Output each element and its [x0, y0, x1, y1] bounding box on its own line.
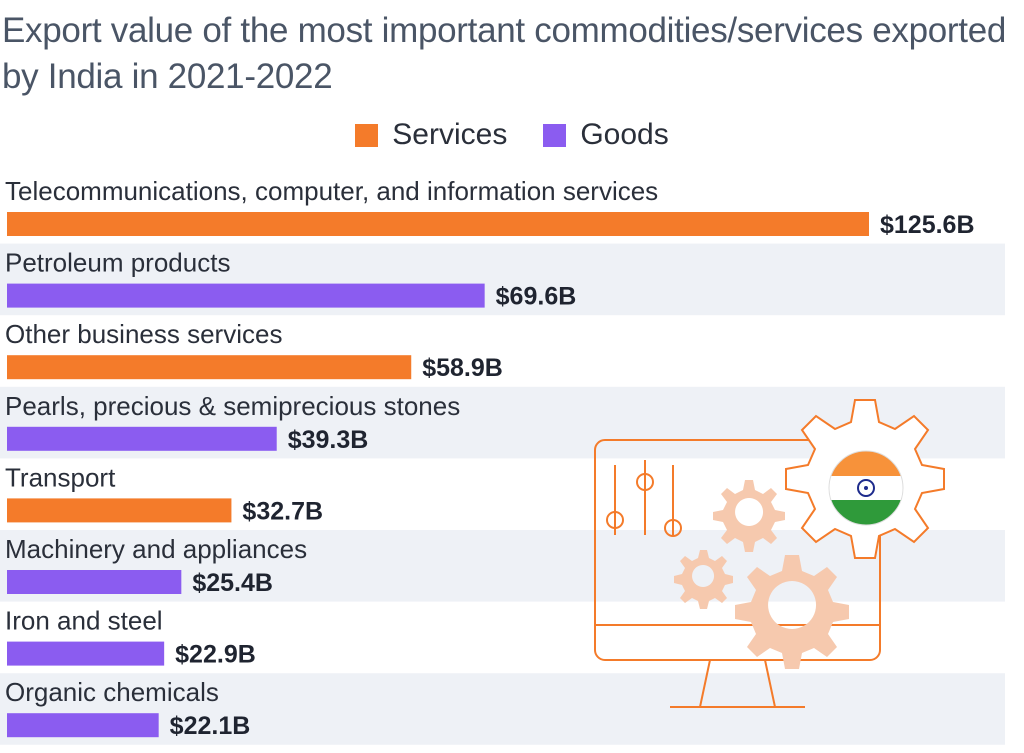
gears-icon — [674, 480, 849, 669]
legend-item-services: Services — [355, 118, 507, 152]
legend-item-goods: Goods — [543, 118, 669, 152]
value-label: $125.6B — [880, 211, 975, 239]
legend-swatch-services — [355, 123, 379, 147]
large-gear-icon — [785, 399, 945, 559]
bar — [7, 570, 182, 594]
chart-legend: Services Goods — [0, 118, 1024, 152]
value-label: $39.3B — [288, 426, 369, 454]
bar — [7, 212, 869, 236]
india-flag-icon — [828, 450, 904, 526]
category-label: Pearls, precious & semiprecious stones — [5, 391, 460, 421]
bar — [7, 713, 159, 738]
category-label: Transport — [5, 462, 116, 492]
legend-label-services: Services — [392, 118, 508, 151]
bar — [7, 641, 165, 666]
legend-label-goods: Goods — [580, 118, 669, 151]
value-label: $69.6B — [496, 283, 577, 311]
value-label: $32.7B — [242, 497, 323, 525]
category-label: Machinery and appliances — [5, 534, 307, 564]
value-label: $25.4B — [192, 569, 273, 597]
category-label: Telecommunications, computer, and inform… — [5, 176, 658, 206]
monitor-icon — [594, 439, 881, 661]
category-label: Organic chemicals — [5, 677, 219, 707]
chart-title: Export value of the most important commo… — [2, 11, 1007, 96]
bar — [7, 355, 412, 380]
category-label: Petroleum products — [5, 248, 230, 278]
computer-gears-illustration — [594, 399, 945, 708]
bar — [7, 498, 232, 523]
row-band — [0, 673, 1005, 745]
slider-controls-icon — [606, 460, 682, 537]
category-label: Other business services — [5, 319, 282, 349]
bar — [7, 283, 485, 308]
bar — [7, 426, 277, 451]
legend-swatch-goods — [543, 123, 567, 147]
category-label: Iron and steel — [5, 606, 163, 636]
value-label: $22.1B — [170, 712, 251, 740]
value-label: $22.9B — [175, 641, 256, 669]
value-label: $58.9B — [422, 354, 503, 382]
